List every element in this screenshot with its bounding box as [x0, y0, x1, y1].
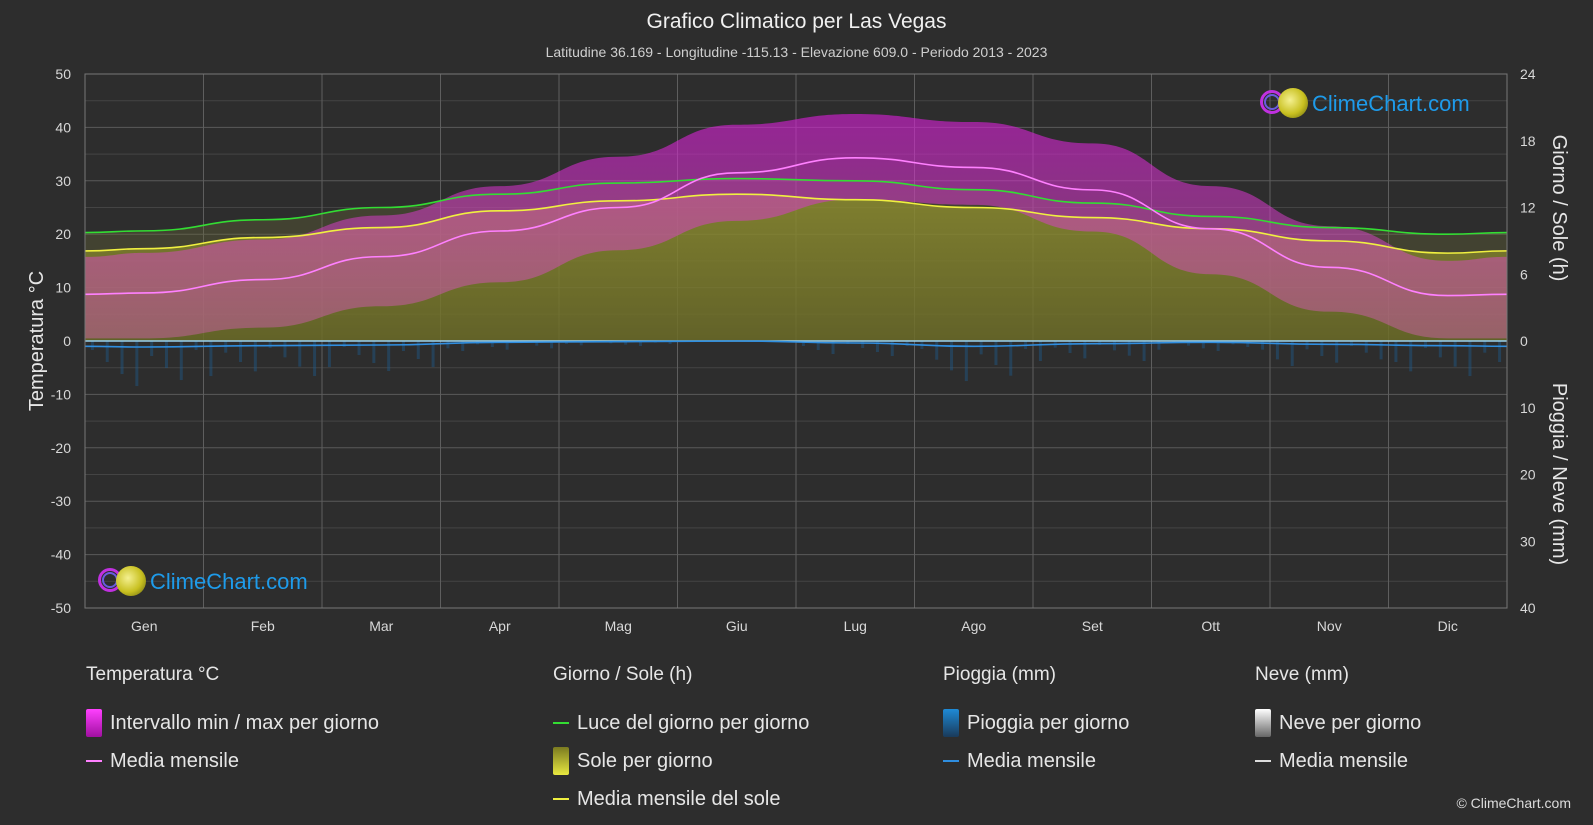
- rain-swatch: [943, 709, 959, 737]
- month-tick-label: Giu: [726, 618, 748, 634]
- left-tick-label: 10: [55, 280, 71, 296]
- right-top-tick-label: 6: [1520, 266, 1528, 282]
- temperature-mean-line: [84, 157, 1508, 297]
- temperature-layer: [85, 114, 1507, 339]
- climechart-logo-icon: [96, 566, 146, 598]
- left-tick-label: 40: [55, 119, 71, 135]
- logo-bottom[interactable]: ClimeChart.com: [96, 566, 308, 598]
- month-tick-label: Mar: [369, 618, 393, 634]
- sun-mean-line: [84, 193, 1508, 254]
- legend-item-sun-mean: Media mensile del sole: [553, 780, 809, 818]
- month-tick-label: Feb: [251, 618, 275, 634]
- right-bottom-axis-label: Pioggia / Neve (mm): [1548, 383, 1570, 565]
- rain-mean-line: [84, 340, 1508, 348]
- daylight-swatch: [553, 722, 569, 724]
- legend-heading: Giorno / Sole (h): [553, 664, 693, 685]
- legend-item-daylight: Luce del giorno per giorno: [553, 704, 809, 742]
- legend-heading: Pioggia (mm): [943, 664, 1056, 685]
- series-lines: [84, 157, 1508, 348]
- month-tick-label: Nov: [1317, 618, 1342, 634]
- logo-text: ClimeChart.com: [1312, 91, 1470, 116]
- right-bottom-tick-label: 40: [1520, 600, 1536, 616]
- right-bottom-tick-label: 30: [1520, 533, 1536, 549]
- month-tick-label: Dic: [1438, 618, 1458, 634]
- legend-item-label: Neve per giorno: [1279, 711, 1422, 734]
- left-tick-label: -50: [51, 600, 71, 616]
- legend-snow: Neve (mm) Neve per giorno Media mensile: [1255, 664, 1421, 780]
- legend-item-temp-mean: Media mensile: [86, 742, 379, 780]
- left-tick-label: -30: [51, 493, 71, 509]
- legend-rain: Pioggia (mm) Pioggia per giorno Media me…: [943, 664, 1129, 780]
- logo-top[interactable]: ClimeChart.com: [1258, 88, 1470, 120]
- temp-range-swatch: [86, 709, 102, 737]
- right-top-tick-label: 18: [1520, 133, 1536, 149]
- legend-item-label: Media mensile: [110, 749, 239, 772]
- chart-subtitle: Latitudine 36.169 - Longitudine -115.13 …: [545, 44, 1048, 60]
- climechart-logo-icon: [1258, 88, 1308, 120]
- legend-sun: Giorno / Sole (h) Luce del giorno per gi…: [553, 664, 809, 818]
- left-tick-label: 0: [63, 333, 71, 349]
- sun-mean-swatch: [553, 798, 569, 800]
- right-top-tick-label: 24: [1520, 66, 1536, 82]
- legend-item-sunshine: Sole per giorno: [553, 742, 809, 780]
- sunshine-swatch: [553, 747, 569, 775]
- right-bottom-tick-label: 20: [1520, 467, 1536, 483]
- left-tick-label: 50: [55, 66, 71, 82]
- daylight-line: [84, 177, 1508, 236]
- month-tick-label: Apr: [489, 618, 511, 634]
- snow-swatch: [1255, 709, 1271, 737]
- left-tick-label: 30: [55, 173, 71, 189]
- legend-item-rain-mean: Media mensile: [943, 742, 1129, 780]
- legend-heading: Neve (mm): [1255, 664, 1349, 685]
- left-tick-label: -10: [51, 386, 71, 402]
- legend-item-label: Media mensile: [1279, 749, 1408, 772]
- legend-item-label: Media mensile: [967, 749, 1096, 772]
- month-tick-label: Mag: [605, 618, 632, 634]
- snow-mean-swatch: [1255, 760, 1271, 762]
- legend-item-snow-mean: Media mensile: [1255, 742, 1421, 780]
- legend-item-label: Luce del giorno per giorno: [577, 711, 810, 734]
- axis-labels: 50 40 30 20 10 0 -10 -20 -30 -40 -50 24 18 12 6 0 10 20 30…: [51, 66, 1536, 634]
- legend-item-label: Intervallo min / max per giorno: [110, 711, 380, 734]
- left-tick-label: 20: [55, 226, 71, 242]
- logo-text: ClimeChart.com: [150, 569, 308, 594]
- chart-title: Grafico Climatico per Las Vegas: [646, 10, 947, 33]
- month-tick-label: Gen: [131, 618, 157, 634]
- rain-mean-swatch: [943, 760, 959, 762]
- legend-temperature: Temperatura °C Intervallo min / max per …: [86, 664, 379, 780]
- temperature-range-band: [85, 114, 1507, 339]
- legend-item-label: Sole per giorno: [577, 749, 713, 772]
- legend-item-snow: Neve per giorno: [1255, 704, 1421, 742]
- month-tick-label: Ott: [1201, 618, 1220, 634]
- left-tick-label: -20: [51, 440, 71, 456]
- legend-item-temp-range: Intervallo min / max per giorno: [86, 704, 379, 742]
- copyright: © ClimeChart.com: [1456, 795, 1571, 811]
- right-top-axis-label: Giorno / Sole (h): [1548, 135, 1570, 282]
- right-bottom-tick-label: 10: [1520, 400, 1536, 416]
- legend-item-label: Pioggia per giorno: [967, 711, 1130, 734]
- climate-chart: 50 40 30 20 10 0 -10 -20 -30 -40 -50 24 18 12 6 0 10 20 30…: [26, 66, 1570, 634]
- month-tick-label: Ago: [961, 618, 986, 634]
- temp-mean-swatch: [86, 760, 102, 762]
- right-top-tick-label: 0: [1520, 333, 1528, 349]
- month-tick-label: Lug: [844, 618, 867, 634]
- legend-item-label: Media mensile del sole: [577, 787, 781, 810]
- plot-frame: [84, 73, 1508, 609]
- right-top-tick-label: 12: [1520, 200, 1536, 216]
- legend-heading: Temperatura °C: [86, 664, 220, 685]
- legend-item-rain: Pioggia per giorno: [943, 704, 1129, 742]
- left-tick-label: -40: [51, 547, 71, 563]
- month-tick-label: Set: [1082, 618, 1103, 634]
- left-axis-label: Temperatura °C: [26, 271, 48, 411]
